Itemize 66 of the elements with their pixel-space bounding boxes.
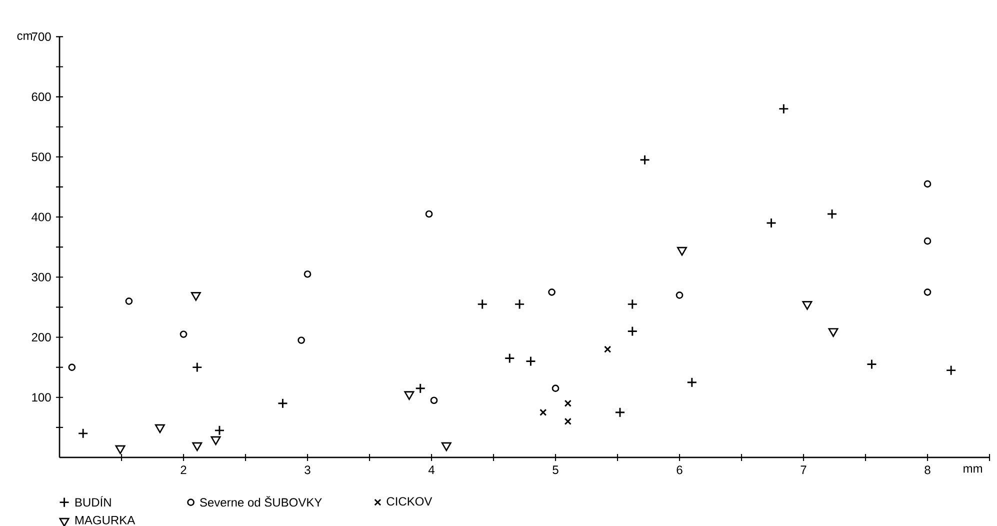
point [415,383,426,394]
point [192,362,202,373]
point [115,445,126,454]
legend-label: BUDÍN [75,496,111,507]
point [627,298,638,310]
point [180,330,188,338]
x-axis-title: mm [964,466,982,473]
x-tick-label: 5 [552,466,558,474]
point [676,291,684,299]
point [677,246,687,256]
point [614,407,626,418]
point [826,208,838,220]
point [298,336,305,344]
point [210,436,221,446]
point [540,408,547,416]
point [277,398,288,409]
legend-label: CICKOV [386,497,432,506]
point [214,425,225,436]
point [304,270,312,278]
y-tick-label: 300 [32,272,51,282]
point [946,365,956,376]
point [924,288,932,296]
y-tick-label: 700 [32,32,51,41]
x-tick-label: 8 [924,466,930,474]
point [404,391,414,400]
point [552,384,560,392]
point [640,154,650,166]
point [604,346,612,353]
point [686,377,698,388]
point [548,288,556,296]
point [924,237,932,245]
y-tick-label: 600 [32,92,51,102]
point [828,328,838,337]
point [802,301,812,310]
point [425,210,433,218]
point [627,326,638,336]
point [441,442,452,452]
x-tick-label: 7 [800,466,806,474]
point [514,298,525,310]
point [778,104,789,114]
point [564,418,572,425]
point [68,364,76,371]
y-axis-title: cm [17,33,32,40]
point [190,292,201,301]
point [924,180,932,188]
y-tick-label: 400 [32,212,51,222]
point [866,359,877,370]
point [504,353,515,364]
point [78,428,88,439]
legend-label: MAGURKA [75,516,136,524]
y-tick-label: 500 [32,152,51,162]
x-tick-label: 4 [428,466,434,474]
point [564,400,572,407]
point [477,298,488,310]
point [430,396,438,404]
y-tick-label: 200 [32,332,51,342]
point [125,298,133,305]
x-tick-label: 6 [676,466,682,474]
point [525,356,536,367]
y-tick-label: 100 [32,393,51,402]
legend-label: Severne od ŠUBOVKY [200,496,322,507]
point [154,424,165,434]
x-tick-label: 3 [304,466,310,474]
point [192,442,202,452]
point [766,218,777,228]
x-tick-label: 2 [180,466,186,474]
